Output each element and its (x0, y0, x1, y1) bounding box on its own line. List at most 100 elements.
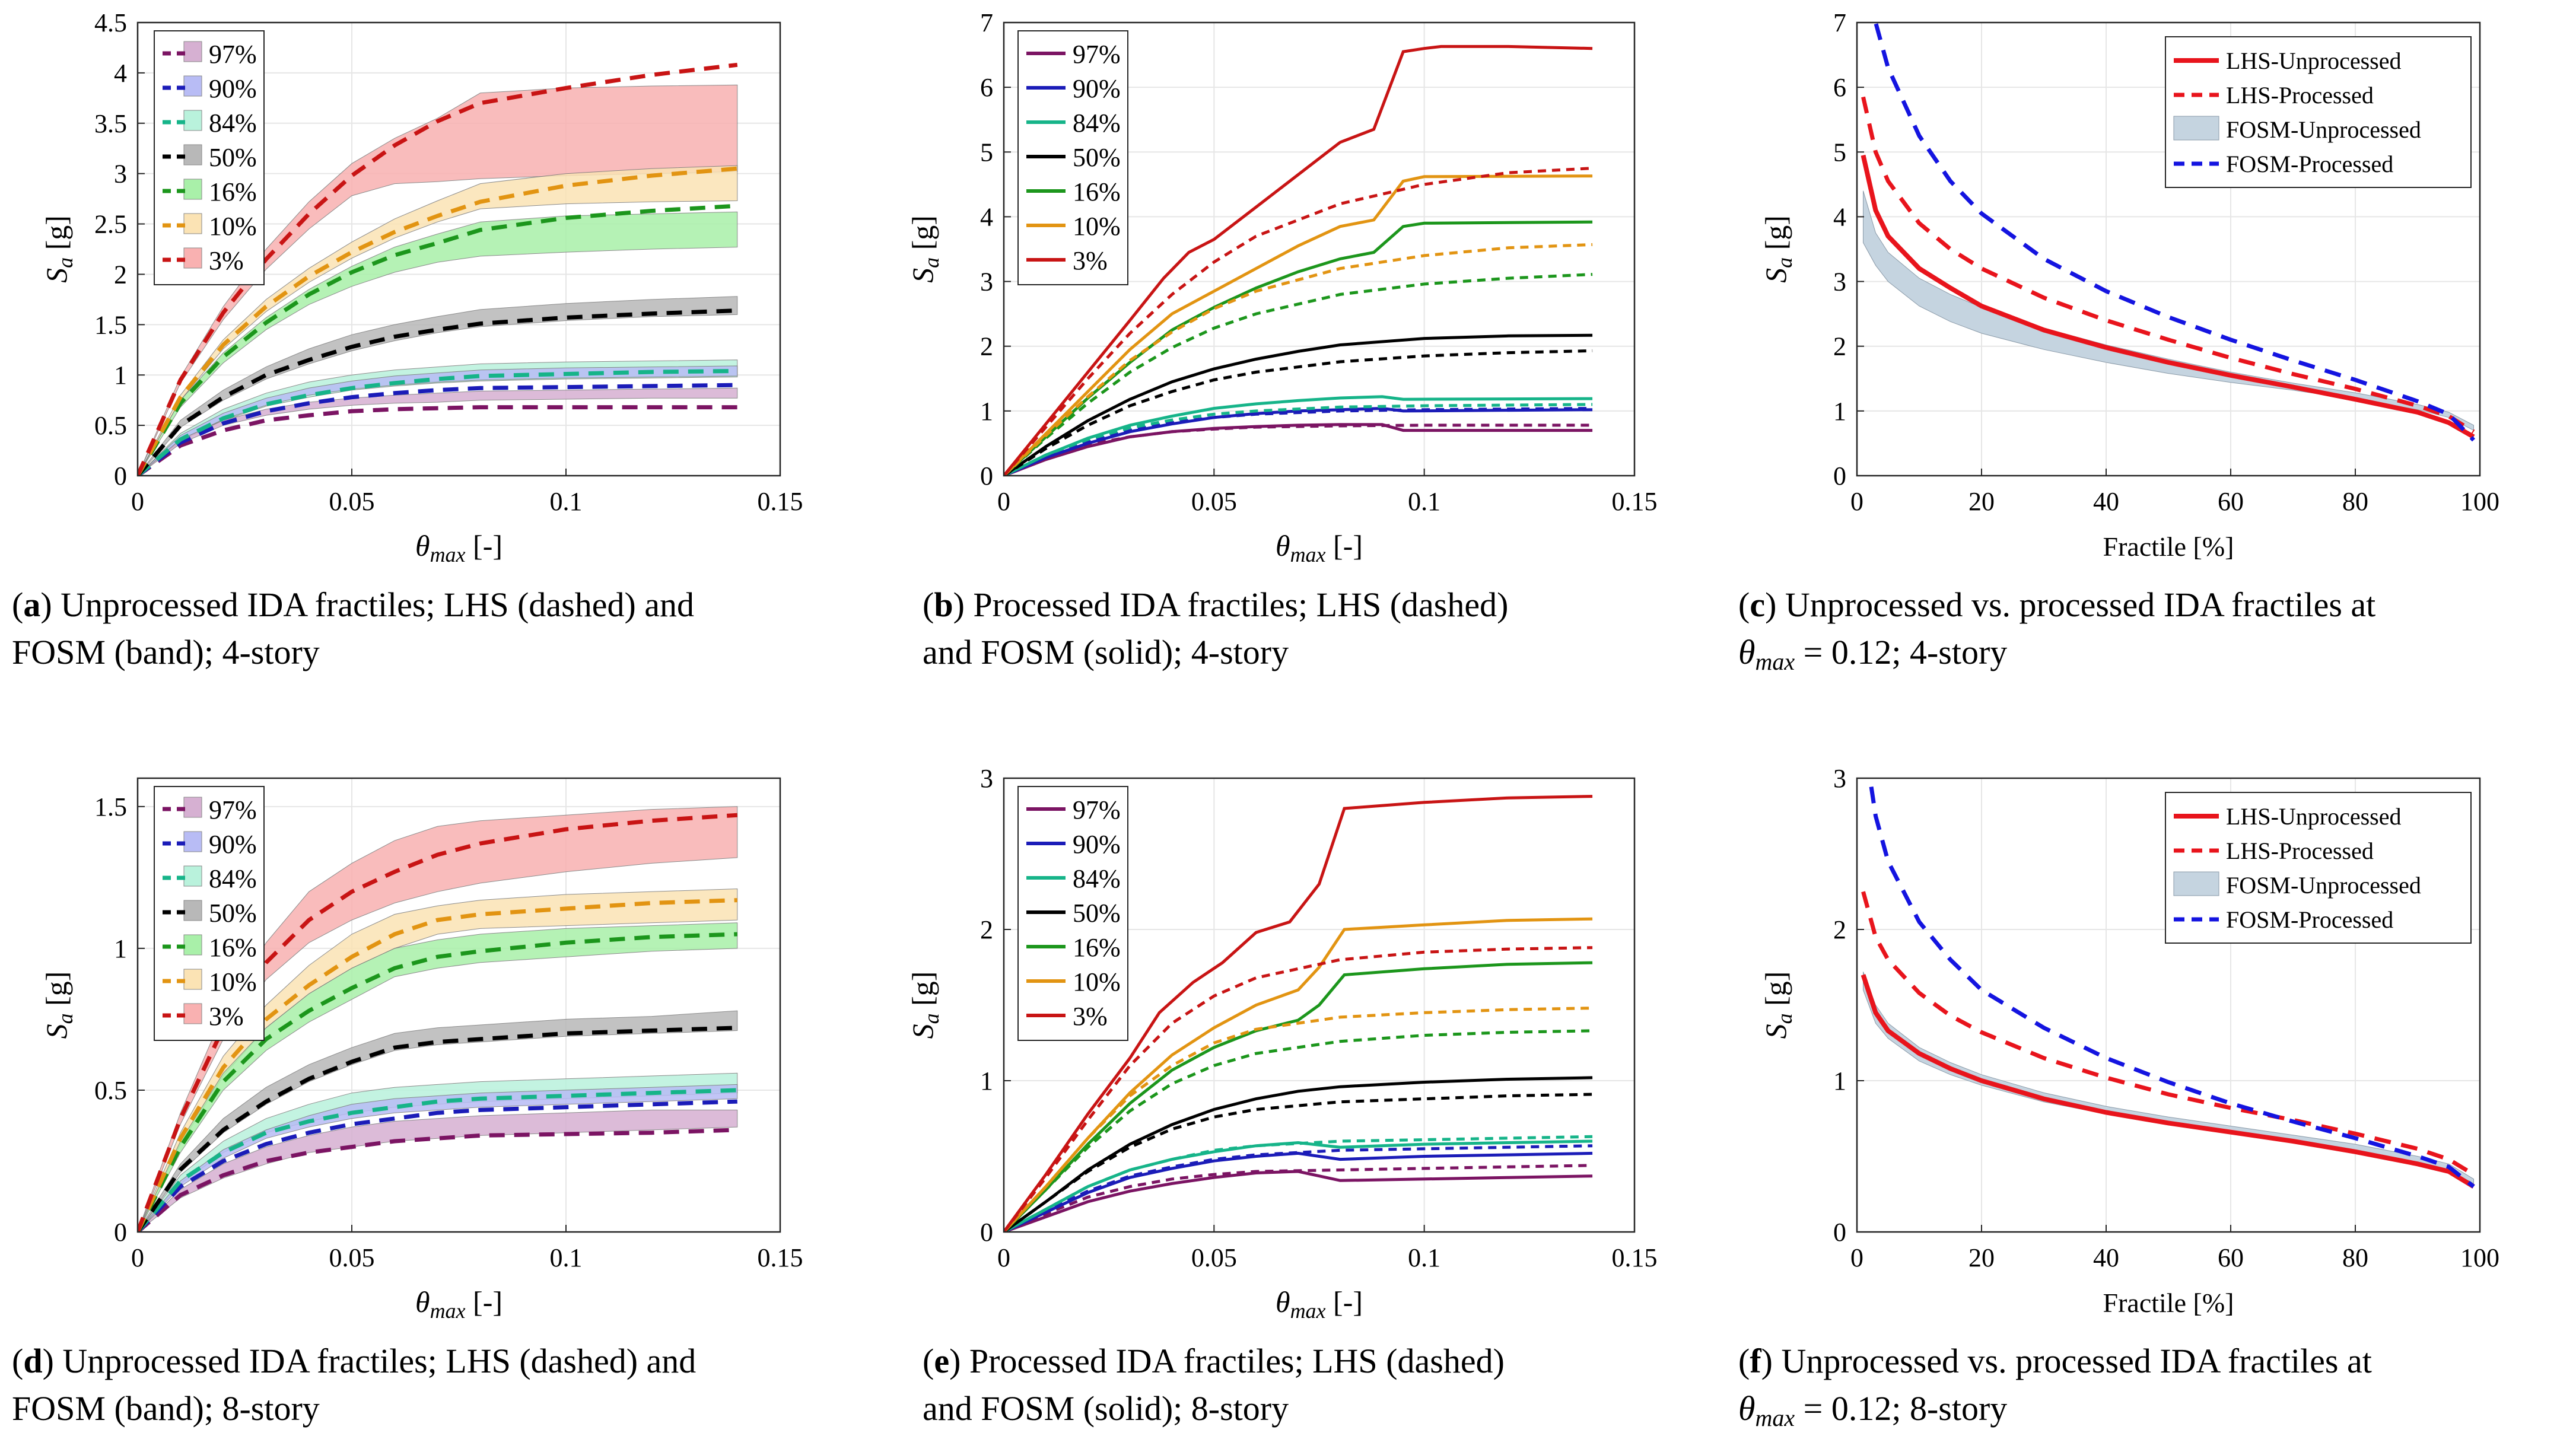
x-axis-label-symbol: θ (415, 1285, 430, 1319)
lhs-line-97pct (138, 1128, 737, 1232)
y-axis-label-sub: a (1773, 257, 1796, 268)
axes-box (1856, 21, 2481, 477)
fosm-processed-line (1868, 778, 2475, 1189)
legend-label: 3% (1073, 1002, 1108, 1031)
x-tick-label: 0.05 (329, 1243, 375, 1272)
legend-swatch (2173, 116, 2219, 141)
y-axis-label: Sa [g] (906, 215, 943, 283)
fosm-processed-line (1873, 23, 2476, 442)
axes-box (136, 777, 781, 1233)
legend-label: 84% (209, 864, 257, 893)
y-tick-label: 2 (980, 332, 993, 361)
plot-content (1861, 23, 2476, 442)
y-axis-label-sub: a (920, 1013, 943, 1024)
legend-swatch (2173, 871, 2219, 896)
x-tick-label: 0.15 (758, 487, 803, 516)
legend-swatch (183, 969, 202, 990)
y-tick-label: 1.5 (94, 792, 127, 821)
caption-letter: a (23, 585, 41, 624)
caption-c: (c) Unprocessed vs. processed IDA fracti… (1738, 585, 2376, 675)
x-tick-label: 0 (997, 487, 1010, 516)
fosm-line-97pct (1004, 1170, 1593, 1232)
y-axis-label-symbol: S (906, 1024, 939, 1039)
x-tick-label: 0 (997, 1243, 1010, 1272)
x-tick-label: 0.05 (329, 487, 375, 516)
axes-box (1856, 777, 2481, 1233)
caption-theta-sub: max (1755, 648, 1795, 675)
y-tick-label: 2 (114, 260, 127, 289)
x-tick-label: 40 (2093, 1243, 2119, 1272)
x-tick-label: 0.15 (1612, 1243, 1658, 1272)
lhs-line-16pct (1004, 1029, 1593, 1232)
lhs-line-3pct (138, 62, 738, 476)
y-axis-label: Sa [g] (906, 972, 943, 1039)
y-axis-label: Sa [g] (1759, 972, 1796, 1039)
chart-panel-b: 0 0.05 0.1 0.15 0 1 2 3 4 5 6 7 θmax [-] Sa [g] 97% 90%… (906, 8, 1658, 566)
legend-swatch (183, 144, 202, 165)
y-tick-label: 2 (1833, 332, 1846, 361)
lhs-line-16pct (1004, 273, 1593, 476)
plot-content (1004, 44, 1593, 476)
legend-swatch (183, 865, 202, 887)
fosm-line-97pct (1004, 423, 1593, 476)
lhs-line-3pct (1004, 167, 1593, 476)
lhs-line-3pct (1004, 946, 1593, 1232)
caption-theta: θ (1738, 633, 1756, 671)
caption-letter: e (934, 1342, 950, 1380)
y-axis-label-unit: [g] (906, 215, 939, 257)
band-50pct (138, 1010, 738, 1232)
x-tick-label: 0 (131, 487, 144, 516)
x-tick-label: 80 (2342, 1243, 2368, 1272)
x-axis-label-sub: max (1290, 1299, 1326, 1323)
legend-label: FOSM-Processed (2226, 906, 2393, 933)
y-tick-label: 1 (114, 361, 127, 390)
y-tick-label: 4 (1833, 202, 1846, 231)
y-axis-label-unit: [g] (906, 972, 939, 1014)
legend-label: LHS-Unprocessed (2226, 803, 2402, 830)
band-10pct (138, 165, 738, 476)
legend-label: 10% (209, 212, 257, 241)
y-axis-label-unit: [g] (1759, 972, 1792, 1014)
legend-label: 16% (1073, 933, 1121, 962)
lhs-line-10pct (138, 166, 738, 476)
caption-a: (a) Unprocessed IDA fractiles; LHS (dash… (12, 581, 694, 676)
caption-theta-sub: max (1755, 1405, 1795, 1431)
fosm-line-3pct (1004, 795, 1593, 1232)
y-axis-label-unit: [g] (1759, 215, 1792, 257)
caption-text: Processed IDA fractiles; LHS (dashed) (969, 1342, 1505, 1380)
fosm-line-84pct (1004, 395, 1593, 476)
lhs-line-50pct (138, 1026, 737, 1232)
legend-label: 3% (209, 1002, 244, 1031)
lhs-line-50pct (1004, 349, 1593, 476)
x-axis-label-unit: [-] (1326, 1285, 1363, 1319)
legend-label: 3% (209, 246, 244, 275)
legend-label: 50% (1073, 143, 1121, 172)
y-tick-label: 4 (980, 202, 993, 231)
legend-label: 50% (1073, 899, 1121, 928)
y-tick-label: 1 (114, 934, 127, 963)
legend-label: LHS-Processed (2226, 838, 2374, 864)
x-tick-label: 80 (2342, 487, 2368, 516)
legend-label: 16% (209, 177, 257, 206)
fosm-line-10pct (1004, 174, 1593, 476)
legend-label: 10% (1073, 212, 1121, 241)
fosm-line-3pct (1004, 44, 1593, 476)
x-tick-label: 0.15 (1612, 487, 1658, 516)
x-axis-label: θmax [-] (1276, 529, 1363, 566)
axes-box (1003, 777, 1636, 1233)
y-tick-label: 2 (1833, 915, 1846, 944)
caption-line2: and FOSM (solid); 8-story (923, 1389, 1289, 1428)
legend-label: 97% (1073, 40, 1121, 69)
legend-swatch (183, 247, 202, 269)
legend-label: FOSM-Unprocessed (2226, 116, 2421, 143)
y-axis-label-symbol: S (906, 268, 939, 283)
y-axis-label-sub: a (1773, 1013, 1796, 1024)
legend-swatch (183, 213, 202, 234)
caption-line2: and FOSM (solid); 4-story (923, 633, 1289, 671)
x-tick-label: 20 (1968, 1243, 1995, 1272)
y-tick-label: 0 (1833, 461, 1846, 491)
x-tick-label: 60 (2218, 1243, 2244, 1272)
lhs-line-90pct (138, 383, 737, 476)
lhs-processed-line (1861, 891, 2475, 1177)
